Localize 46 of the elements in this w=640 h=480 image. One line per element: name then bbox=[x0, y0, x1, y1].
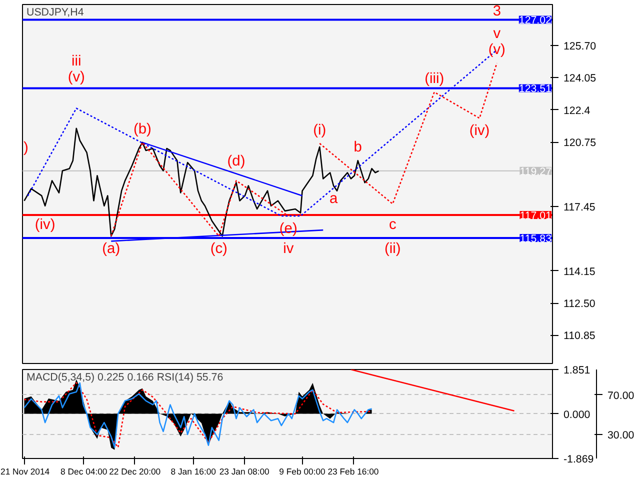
annotation: (ii) bbox=[384, 240, 401, 257]
y-tick-label: 1.851 bbox=[564, 364, 590, 376]
y-tick-label: 117.45 bbox=[564, 201, 596, 214]
annotation: (c) bbox=[210, 241, 228, 258]
annotation: b bbox=[354, 140, 362, 156]
ref-line-label: 115.83 bbox=[520, 233, 552, 246]
ref-line-label: 119.27 bbox=[520, 166, 552, 178]
annotation: iii bbox=[71, 53, 82, 70]
y-tick-label: 122.4 bbox=[564, 104, 590, 117]
annotation: iv bbox=[283, 241, 294, 257]
annotation: (iv) bbox=[34, 216, 56, 233]
x-tick-label: 21 Nov 2014 bbox=[0, 466, 50, 476]
y-tick-label: 125.70 bbox=[564, 40, 596, 52]
x-tick-label: 8 Dec 04:00 bbox=[60, 466, 108, 476]
annotation: (v) bbox=[68, 69, 85, 86]
annotation: (v) bbox=[488, 42, 506, 58]
y-tick-label: -1.869 bbox=[564, 454, 594, 466]
chart-title: USDJPY,H4 bbox=[26, 6, 84, 18]
annotation: 3 bbox=[492, 4, 501, 20]
annotation: v bbox=[493, 26, 502, 42]
annotation: (iii) bbox=[424, 71, 444, 88]
annotation: (b) bbox=[133, 121, 152, 138]
y2-tick-label: 30.00 bbox=[608, 429, 634, 442]
x-tick-label: 22 Dec 20:00 bbox=[109, 466, 161, 476]
annotation: c bbox=[388, 216, 396, 233]
annotation: (a) bbox=[102, 241, 120, 258]
annotation: a bbox=[329, 190, 338, 207]
y-tick-label: 0.000 bbox=[564, 408, 590, 421]
x-tick-label: 9 Feb 00:00 bbox=[279, 466, 326, 476]
y-tick-label: 120.75 bbox=[564, 137, 596, 150]
ref-line-label: 123.51 bbox=[518, 83, 552, 96]
annotation: (i) bbox=[313, 122, 326, 138]
annotation: ) bbox=[24, 140, 28, 156]
y-tick-label: 110.85 bbox=[564, 330, 596, 342]
x-tick-label: 23 Feb 16:00 bbox=[328, 466, 379, 476]
y-tick-label: 112.50 bbox=[564, 298, 596, 310]
annotation: (d) bbox=[227, 154, 246, 170]
annotation: (iv) bbox=[469, 123, 490, 140]
chart-title: MACD(5,34,5) 0.225 0.166 RSI(14) 55.76 bbox=[26, 372, 224, 384]
x-tick-label: 23 Jan 08:00 bbox=[219, 466, 270, 476]
ref-line-label: 117.01 bbox=[520, 210, 552, 222]
ref-line-label: 127.02 bbox=[518, 14, 552, 27]
x-tick-label: 8 Jan 16:00 bbox=[170, 466, 216, 476]
y-tick-label: 114.15 bbox=[564, 266, 596, 278]
y-tick-label: 124.05 bbox=[564, 72, 596, 85]
y2-tick-label: 70.00 bbox=[608, 390, 634, 402]
